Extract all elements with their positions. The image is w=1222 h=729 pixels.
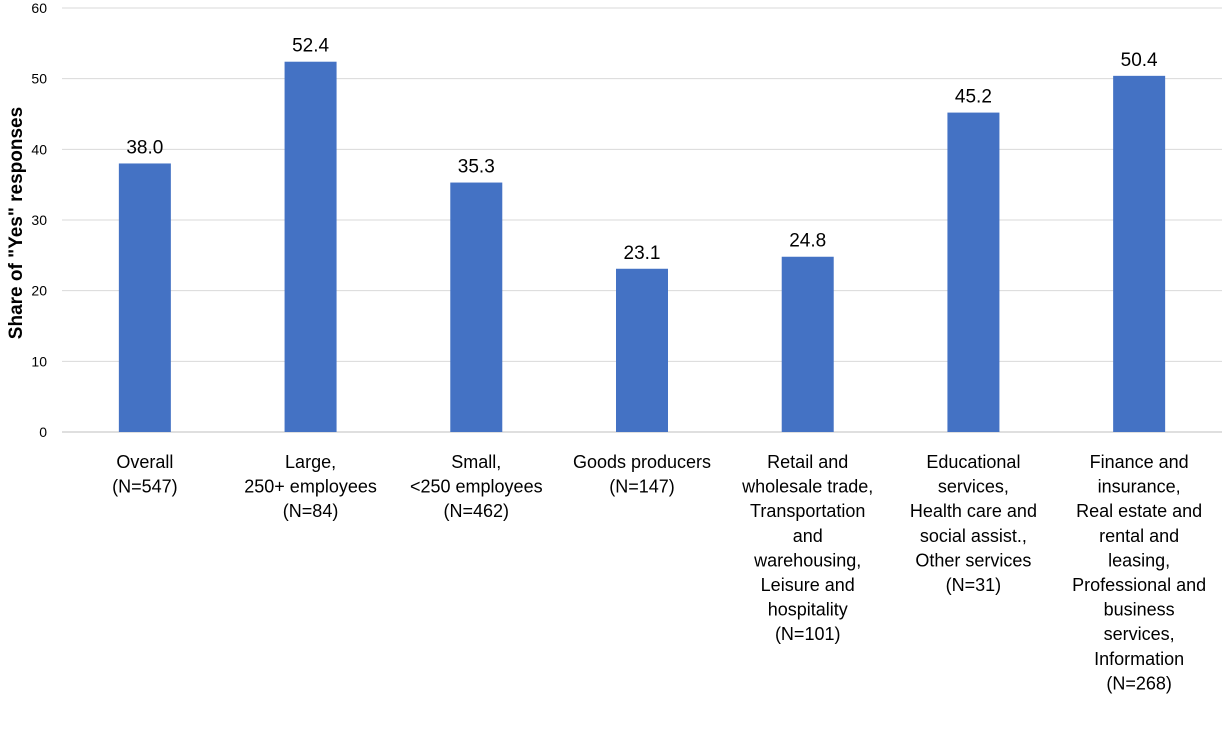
- bar: [450, 182, 503, 432]
- bar: [118, 163, 171, 432]
- y-tick-label: 30: [31, 212, 47, 228]
- y-tick-label: 40: [31, 141, 47, 157]
- data-label: 24.8: [789, 231, 826, 252]
- category-label: Small, <250 employees (N=462): [410, 452, 543, 521]
- bar: [616, 268, 668, 432]
- bars: [118, 61, 1166, 432]
- category-label: Finance and insurance, Real estate and rent…: [1072, 452, 1206, 693]
- y-tick-label: 20: [31, 283, 47, 299]
- category-labels: Overall (N=547) Large, 250+ employees (N=84)…: [112, 452, 1206, 693]
- y-axis-title: Share of "Yes" responses: [6, 107, 27, 339]
- category-label: Goods producers (N=147): [573, 452, 711, 497]
- bar: [947, 112, 1000, 432]
- data-label: 52.4: [292, 36, 329, 57]
- category-label: Retail and wholesale trade, Transportation…: [741, 452, 873, 644]
- data-label: 45.2: [955, 87, 992, 108]
- data-label: 23.1: [624, 243, 661, 264]
- data-labels: 38.0 52.4 35.3 23.1 24.8 45.2 50.4: [126, 36, 1158, 264]
- bar: [781, 256, 834, 432]
- bar: [1113, 75, 1166, 432]
- category-label: Overall (N=547): [112, 452, 178, 497]
- bar: [284, 61, 337, 432]
- y-tick-label: 50: [31, 71, 47, 87]
- y-tick-label: 60: [31, 0, 47, 16]
- y-tick-label: 10: [31, 353, 47, 369]
- category-label: Large, 250+ employees (N=84): [244, 452, 377, 521]
- data-label: 35.3: [458, 157, 495, 178]
- data-label: 50.4: [1121, 50, 1158, 71]
- category-label: Educational services, Health care and socia…: [910, 452, 1037, 595]
- data-label: 38.0: [126, 137, 163, 158]
- y-tick-label: 0: [39, 424, 47, 440]
- y-axis-ticks: 0 10 20 30 40 50 60: [31, 0, 47, 440]
